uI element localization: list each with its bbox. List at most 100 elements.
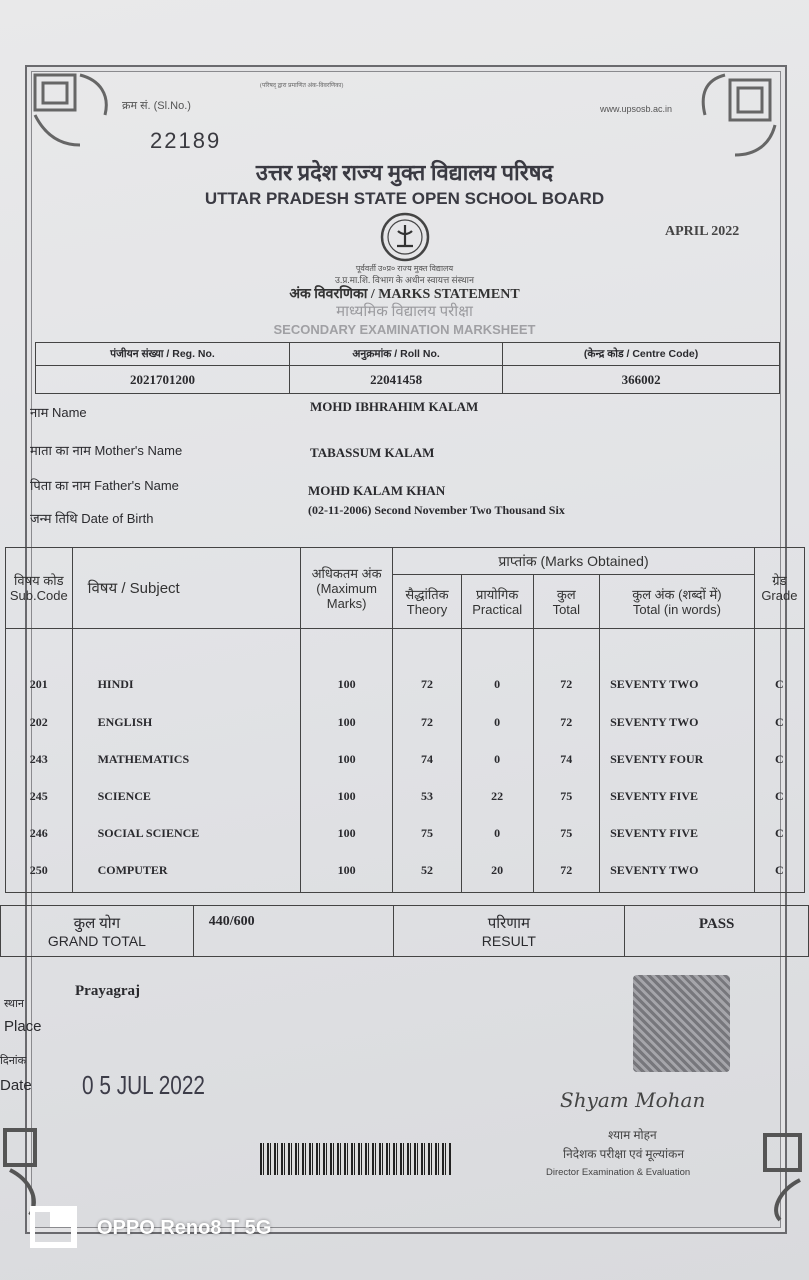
col-total: कुल Total xyxy=(532,574,601,629)
cell-theory: 53 xyxy=(392,777,462,815)
cell-words: SEVENTY FIVE xyxy=(599,814,755,852)
session: APRIL 2022 xyxy=(665,224,740,239)
hologram-seal xyxy=(633,975,730,1072)
cell-max: 100 xyxy=(299,703,394,741)
reg-no: 2021701200 xyxy=(35,365,290,394)
centre-code-label: (केन्द्र कोड / Centre Code) xyxy=(502,342,780,366)
cell-subject: SOCIAL SCIENCE xyxy=(71,814,302,852)
cell-subject: MATHEMATICS xyxy=(71,740,302,778)
designation-hindi: निदेशक परीक्षा एवं मूल्यांकन xyxy=(563,1147,684,1161)
date-stamp: 0 5 JUL 2022 xyxy=(82,1070,205,1100)
result: PASS xyxy=(624,905,809,957)
cell-words: SEVENTY TWO xyxy=(599,851,755,890)
cell-practical: 20 xyxy=(460,851,534,890)
sub-line-2: उ.प्र.मा.शि. विभाग के अधीन स्वायत्त संस्… xyxy=(335,275,474,285)
cell-practical: 0 xyxy=(460,814,534,852)
sl-no-label: क्रम सं. (Sl.No.) xyxy=(122,100,191,112)
place-label: Place xyxy=(4,1018,42,1035)
col-theory: सैद्धांतिक Theory xyxy=(392,574,462,629)
roll-no: 22041458 xyxy=(288,365,504,394)
col-code: विषय कोड Sub.Code xyxy=(5,547,73,629)
cell-total: 72 xyxy=(532,666,601,704)
cell-code: 245 xyxy=(5,777,73,815)
father-name-label: पिता का नाम Father's Name xyxy=(30,478,179,493)
corner-ornament-icon xyxy=(701,73,777,157)
centre-code: 366002 xyxy=(502,365,780,394)
cell-practical: 0 xyxy=(460,666,534,704)
cell-grade: C xyxy=(753,740,806,778)
cell-words: SEVENTY TWO xyxy=(599,666,755,704)
roll-no-label: अनुक्रमांक / Roll No. xyxy=(288,342,504,366)
cell-subject: ENGLISH xyxy=(71,703,302,741)
table-row: 246 SOCIAL SCIENCE 100 75 0 75 SEVENTY FIVE C xyxy=(5,814,806,852)
cell-grade: C xyxy=(753,777,806,815)
col-obtained: प्राप्तांक (Marks Obtained) xyxy=(392,547,755,575)
cell-total: 75 xyxy=(532,814,601,852)
cell-code: 201 xyxy=(5,666,73,704)
cell-code: 246 xyxy=(5,814,73,852)
cell-code: 250 xyxy=(5,851,73,890)
cell-words: SEVENTY FIVE xyxy=(599,777,755,815)
mother-name-label: माता का नाम Mother's Name xyxy=(30,443,183,458)
signatory-hindi: श्याम मोहन xyxy=(608,1128,657,1142)
cell-subject: SCIENCE xyxy=(71,777,302,815)
cell-subject: HINDI xyxy=(71,666,302,704)
cell-total: 72 xyxy=(532,703,601,741)
corner-ornament-icon xyxy=(763,1133,802,1222)
camera-logo-icon xyxy=(30,1206,77,1248)
cell-total: 74 xyxy=(532,740,601,778)
cell-words: SEVENTY FOUR xyxy=(599,740,755,778)
table-row: 201 HINDI 100 72 0 72 SEVENTY TWO C xyxy=(5,666,806,704)
board-title-hindi: उत्तर प्रदेश राज्य मुक्त विद्यालय परिषद xyxy=(255,160,554,185)
place: Prayagraj xyxy=(75,983,140,999)
col-max: अधिकतम अंक (Maximum Marks) xyxy=(299,547,394,629)
summary-table: कुल योग GRAND TOTAL 440/600 परिणाम RESULT … xyxy=(0,905,809,957)
student-name: MOHD IBHRAHIM KALAM xyxy=(310,399,479,414)
marks-table: विषय कोड Sub.Code विषय / Subject अधिकतम अ… xyxy=(5,547,806,894)
table-row: 245 SCIENCE 100 53 22 75 SEVENTY FIVE C xyxy=(5,777,806,815)
col-subject: विषय / Subject xyxy=(71,547,302,629)
signature: Shyam Mohan xyxy=(560,1088,706,1112)
result-label: परिणाम RESULT xyxy=(392,905,626,957)
cell-max: 100 xyxy=(299,666,394,704)
reg-no-label: पंजीयन संख्या / Reg. No. xyxy=(35,342,290,366)
cell-total: 72 xyxy=(532,851,601,890)
grand-total: 440/600 xyxy=(192,905,394,957)
doc-title: अंक विवरणिका / MARKS STATEMENT xyxy=(289,287,520,302)
cell-practical: 0 xyxy=(460,740,534,778)
cell-theory: 75 xyxy=(392,814,462,852)
cell-theory: 72 xyxy=(392,666,462,704)
col-grade: ग्रेड Grade xyxy=(753,547,806,629)
exam-title-hindi: माध्यमिक विद्यालय परीक्षा xyxy=(336,304,473,320)
cell-max: 100 xyxy=(299,814,394,852)
table-row: 250 COMPUTER 100 52 20 72 SEVENTY TWO C xyxy=(5,851,806,890)
cell-grade: C xyxy=(753,814,806,852)
corner-ornament-icon xyxy=(33,73,108,147)
cell-code: 202 xyxy=(5,703,73,741)
cell-theory: 72 xyxy=(392,703,462,741)
mother-name: TABASSUM KALAM xyxy=(310,445,435,460)
cell-words: SEVENTY TWO xyxy=(599,703,755,741)
cell-theory: 52 xyxy=(392,851,462,890)
designation: Director Examination & Evaluation xyxy=(546,1167,691,1178)
date-hindi: दिनांक xyxy=(0,1055,27,1067)
cell-max: 100 xyxy=(299,740,394,778)
col-practical: प्रायोगिक Practical xyxy=(460,574,534,629)
sl-no: 22189 xyxy=(150,128,222,153)
col-words: कुल अंक (शब्दों में) Total (in words) xyxy=(599,574,755,629)
cell-total: 75 xyxy=(532,777,601,815)
table-row: 243 MATHEMATICS 100 74 0 74 SEVENTY FOUR C xyxy=(5,740,806,778)
cell-theory: 74 xyxy=(392,740,462,778)
table-row: 202 ENGLISH 100 72 0 72 SEVENTY TWO C xyxy=(5,703,806,741)
barcode xyxy=(260,1143,452,1175)
dob: (02-11-2006) Second November Two Thousan… xyxy=(308,503,565,517)
exam-title-english: SECONDARY EXAMINATION MARKSHEET xyxy=(273,322,536,337)
date-label: Date xyxy=(0,1077,32,1094)
grand-total-label: कुल योग GRAND TOTAL xyxy=(0,905,194,957)
registration-table: पंजीयन संख्या / Reg. No. अनुक्रमांक / Ro… xyxy=(35,342,780,394)
top-note: (परिषद् द्वारा प्रमाणित अंक-विवरणिका) xyxy=(260,83,344,89)
cell-code: 243 xyxy=(5,740,73,778)
place-hindi: स्थान xyxy=(4,998,25,1010)
cell-max: 100 xyxy=(299,777,394,815)
